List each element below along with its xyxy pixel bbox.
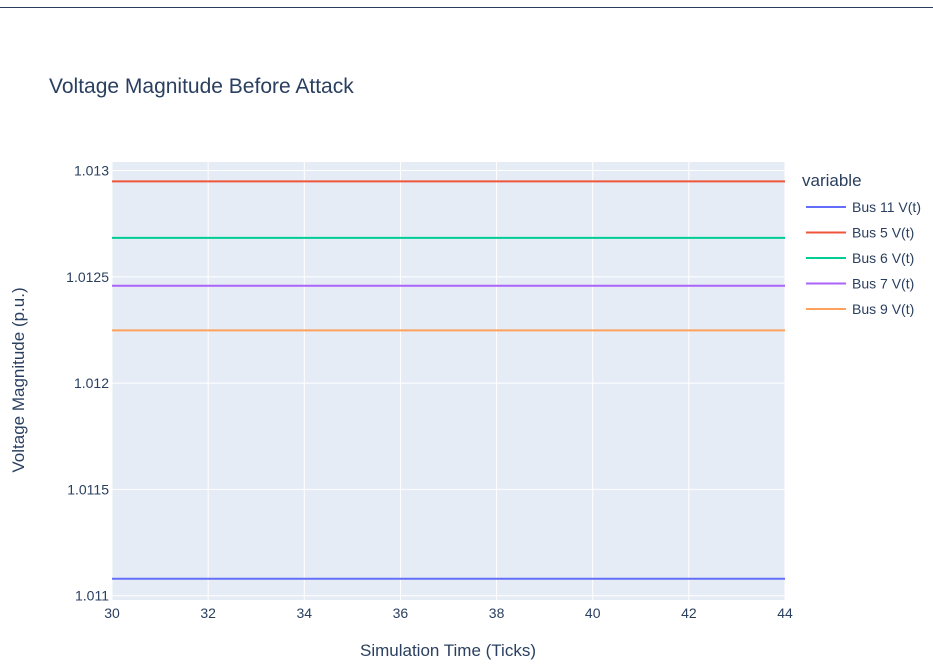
y-gridlines: [112, 170, 785, 597]
top-divider: [0, 7, 933, 8]
plot-area: [112, 162, 785, 600]
series-lines: [112, 180, 785, 580]
legend-item-label: Bus 6 V(t): [852, 250, 914, 266]
legend-item-label: Bus 11 V(t): [852, 199, 921, 215]
legend-title: variable: [802, 171, 862, 190]
chart-title: Voltage Magnitude Before Attack: [49, 75, 354, 98]
y-axis-title: Voltage Magnitude (p.u.): [9, 287, 28, 472]
x-tick-label: 40: [585, 605, 601, 621]
x-tick-label: 42: [681, 605, 697, 621]
x-axis-title: Simulation Time (Ticks): [360, 641, 536, 660]
y-tick-label: 1.012: [74, 375, 109, 391]
y-axis-ticks: 1.011 1.0115 1.012 1.0125 1.013: [66, 163, 109, 604]
legend-item-label: Bus 5 V(t): [852, 225, 914, 241]
y-tick-label: 1.0125: [66, 269, 109, 285]
legend-item-label: Bus 7 V(t): [852, 276, 914, 292]
x-tick-label: 34: [296, 605, 312, 621]
x-axis-ticks: 30 32 34 36 38 40 42 44: [104, 605, 793, 621]
legend-item-label: Bus 9 V(t): [852, 301, 914, 317]
x-tick-label: 38: [489, 605, 505, 621]
x-tick-label: 30: [104, 605, 120, 621]
y-tick-label: 1.011: [75, 588, 109, 604]
x-tick-label: 44: [777, 605, 793, 621]
legend: variable Bus 11 V(t) Bus 5 V(t) Bus 6 V(t)…: [802, 171, 921, 317]
y-tick-label: 1.013: [74, 163, 109, 179]
x-gridlines: [111, 162, 786, 600]
x-tick-label: 32: [200, 605, 216, 621]
y-tick-label: 1.0115: [67, 481, 109, 497]
x-tick-label: 36: [393, 605, 409, 621]
